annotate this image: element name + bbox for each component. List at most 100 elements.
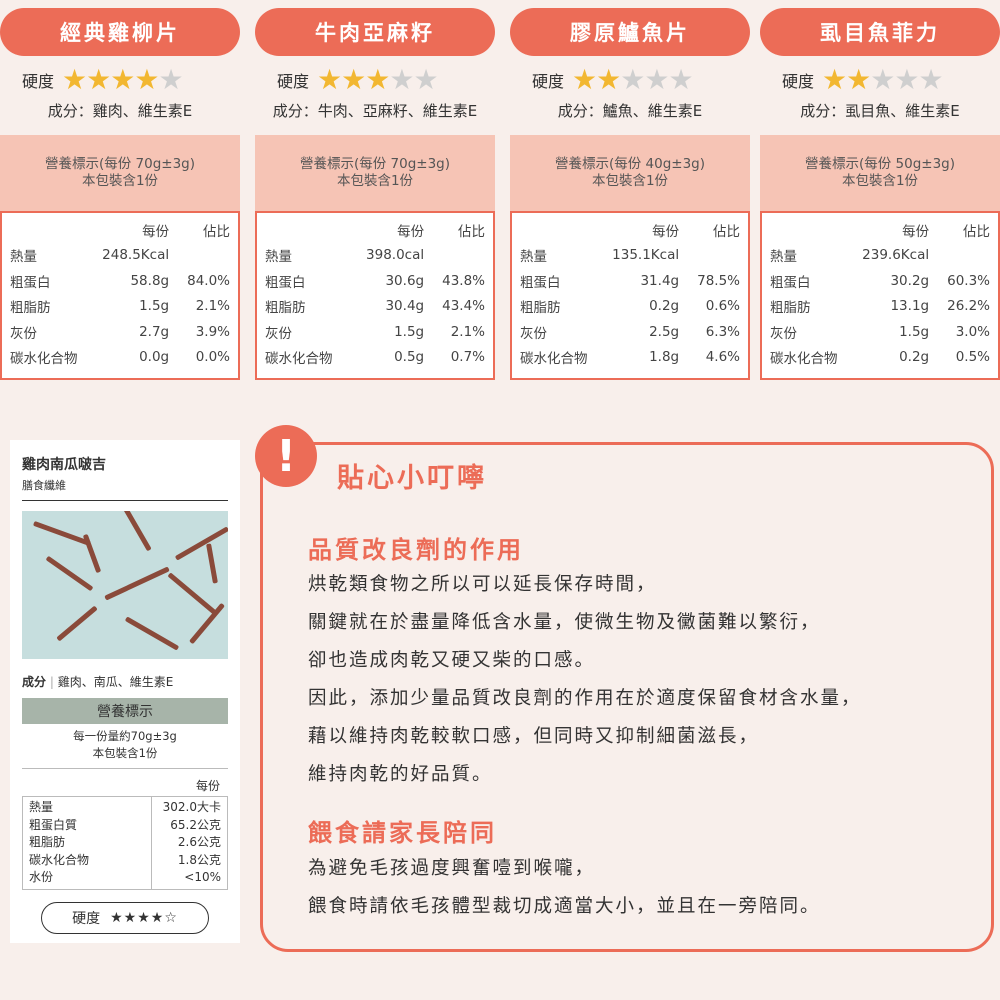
nutrient-percent: 2.1% (450, 323, 485, 340)
product-name: 牛肉亞麻籽 (255, 8, 495, 56)
nutrient-percent: 0.6% (705, 298, 740, 315)
serving-size: 營養標示(每份 40g±3g) (554, 156, 706, 172)
nutrient-percent: 43.4% (442, 298, 485, 315)
nutrition-row: 粗蛋白 31.4g 78.5% (520, 268, 740, 294)
star-icon: ★ (158, 63, 183, 96)
nutrient-value: 2.5g (649, 323, 680, 340)
serving-size: 每一份量約70g±3g (73, 729, 177, 743)
ingredients: 成分：虱目魚、維生素E (800, 102, 960, 120)
product-card-chicken-pumpkin: 雞肉南瓜啵吉 膳食纖維 成分 | 雞肉、南瓜、維生素E 營養標示 每一份量約70… (10, 440, 240, 943)
nutrition-row: 灰份 2.7g 3.9% (10, 319, 230, 345)
star-icon: ★ (110, 63, 135, 96)
star-icon: ★ (86, 63, 111, 96)
nutrient-value: 2.7g (139, 323, 170, 340)
nutrient-value: 1.5g (899, 323, 930, 340)
product-column: 膠原鱸魚片 硬度 ★★★★★ 成分：鱸魚、維生素E 營養標示(每份 40g±3g)… (510, 8, 750, 380)
nutrition-table: 每份 佔比 熱量 248.5Kcal 粗蛋白 58.8g 84.0% 粗脂肪 1.5g 2.1% 灰… (0, 211, 240, 380)
nutrient-name: 粗蛋白 (520, 274, 561, 291)
nutrition-row: 灰份 2.5g 6.3% (520, 319, 740, 345)
hardness-rating: 硬度 ★★★★★ (760, 66, 1000, 94)
hardness-label: 硬度 (782, 72, 815, 91)
text-line: 藉以維持肉乾較軟口感，但同時又抑制細菌滋長， (308, 726, 760, 747)
treat-stick (45, 555, 94, 592)
ingredients: 成分：雞肉、維生素E (47, 102, 193, 120)
nutrient-percent: 2.1% (195, 298, 230, 315)
nutrient-value: 248.5Kcal (102, 247, 170, 264)
col-percent: 佔比 (458, 223, 485, 240)
per-serving-header: 每份 (195, 779, 220, 793)
nutrition-row: 熱量 248.5Kcal (10, 243, 230, 269)
nutrient-percent: 3.9% (195, 323, 230, 340)
nutrient-value: 1.8g (649, 349, 680, 366)
col-per-serving: 每份 (902, 223, 930, 240)
star-icon: ★ (365, 63, 390, 96)
star-icon: ★ (62, 63, 87, 96)
nutrition-row: 粗蛋白 58.8g 84.0% (10, 268, 230, 294)
star-icon: ★ (317, 63, 342, 96)
nutrient-value: 135.1Kcal (612, 247, 680, 264)
star-rating: ★★★★☆ (110, 909, 178, 926)
star-icon: ★ (846, 63, 871, 96)
nutrient-name: 碳水化合物 (520, 351, 588, 368)
nutrient-name: 熱量 (770, 249, 797, 266)
col-per-serving: 每份 (652, 223, 680, 240)
nutrition-table: 每份 佔比 熱量 398.0cal 粗蛋白 30.6g 43.8% 粗脂肪 30.4g 43.4%… (255, 211, 495, 380)
ingredients: 成分：鱸魚、維生素E (557, 102, 703, 120)
nutrient-name: 粗蛋白 (770, 274, 811, 291)
pack-count: 本包裝含1份 (336, 173, 414, 189)
nutrition-row: 粗脂肪 30.4g 43.4% (265, 294, 485, 320)
ingredients-label: 成分 (22, 675, 47, 689)
star-icon: ★ (134, 63, 159, 96)
card-nutrition-table: 熱量 粗蛋白質 粗脂肪 碳水化合物 水份 302.0大卡 65.2公克 2.6公克 1.8公克 <… (22, 796, 228, 890)
nutrition-row: 粗脂肪 1.5g 2.1% (10, 294, 230, 320)
nutrient-name: 灰份 (770, 325, 797, 342)
nutrition-row: 碳水化合物 1.8g 4.6% (520, 345, 740, 371)
nutrition-header: 營養標示(每份 50g±3g) 本包裝含1份 (760, 135, 1000, 211)
col-percent: 佔比 (963, 223, 990, 240)
nutrient-name: 灰份 (520, 325, 547, 342)
serving-size: 營養標示(每份 70g±3g) (299, 156, 451, 172)
treat-stick (174, 526, 228, 561)
table-header: 每份 佔比 (520, 217, 740, 243)
nutrition-row: 粗蛋白 30.2g 60.3% (770, 268, 990, 294)
pack-count: 本包裝含1份 (81, 173, 159, 189)
nutrient-percent: 84.0% (187, 272, 230, 289)
nutrient-name: 碳水化合物 (265, 351, 333, 368)
nutrient-value: 1.5g (394, 323, 425, 340)
nutrient-name: 粗脂肪 (29, 835, 66, 849)
nutrition-row: 灰份 1.5g 3.0% (770, 319, 990, 345)
section-body: 烘乾類食物之所以可以延長保存時間， 關鍵就在於盡量降低含水量，使微生物及黴菌難以繁… (308, 566, 862, 794)
col-per-serving: 每份 (142, 223, 170, 240)
nutrient-value: 2.6公克 (177, 835, 221, 849)
text-line: 烘乾類食物之所以可以延長保存時間， (308, 574, 657, 595)
treat-stick (167, 572, 217, 615)
nutrient-name: 熱量 (10, 249, 37, 266)
nutrient-value: 302.0大卡 (162, 800, 221, 814)
nutrient-percent: 4.6% (705, 349, 740, 366)
star-icon: ★ (620, 63, 645, 96)
nutrient-name: 粗脂肪 (265, 300, 306, 317)
nutrient-percent: 78.5% (697, 272, 740, 289)
nutrient-name: 灰份 (265, 325, 292, 342)
nutrient-name: 粗蛋白 (265, 274, 306, 291)
nutrient-value: <10% (184, 870, 221, 884)
product-name: 經典雞柳片 (0, 8, 240, 56)
treat-stick (82, 533, 102, 574)
nutrient-value: 58.8g (130, 272, 170, 289)
nutrition-row: 碳水化合物 0.5g 0.7% (265, 345, 485, 371)
card-ingredients: 成分 | 雞肉、南瓜、維生素E (22, 675, 174, 689)
nutrition-table: 每份 佔比 熱量 135.1Kcal 粗蛋白 31.4g 78.5% 粗脂肪 0.2g 0.6% 灰… (510, 211, 750, 380)
treat-stick (32, 520, 92, 547)
serving-size: 營養標示(每份 70g±3g) (44, 156, 196, 172)
star-icon: ★ (596, 63, 621, 96)
nutrient-name: 熱量 (265, 249, 292, 266)
star-icon: ★ (918, 63, 943, 96)
nutrient-percent: 60.3% (947, 272, 990, 289)
nutrient-value: 0.2g (649, 298, 680, 315)
nutrient-value: 30.6g (385, 272, 425, 289)
nutrient-value: 0.5g (394, 349, 425, 366)
nutrient-percent: 0.5% (955, 349, 990, 366)
star-icon: ★ (870, 63, 895, 96)
nutrition-row: 熱量 239.6Kcal (770, 243, 990, 269)
section-heading: 餵食請家長陪同 (308, 819, 497, 847)
